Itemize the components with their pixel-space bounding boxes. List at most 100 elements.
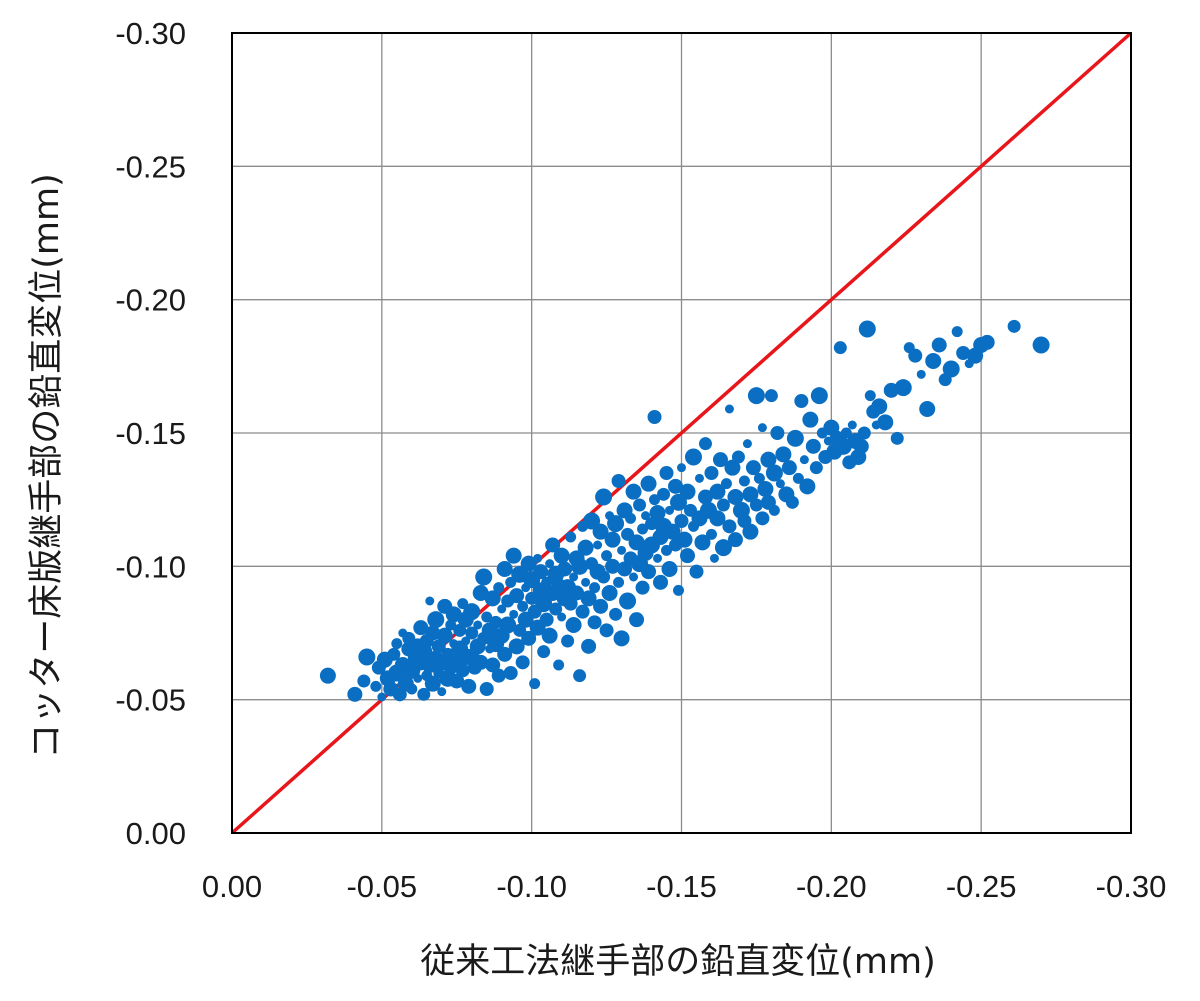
data-point [765,464,783,482]
y-tick-label: -0.30 [115,16,186,51]
data-point [653,553,663,563]
data-point [581,577,591,587]
data-point [742,486,759,503]
data-point [716,498,730,512]
data-point [679,483,696,500]
plot-frame [231,32,1132,834]
data-point [611,474,626,488]
data-point [753,472,765,484]
data-point [764,389,778,403]
data-point [679,548,695,564]
data-point [479,682,494,696]
data-point [853,438,869,454]
data-point [786,429,804,447]
data-point [577,539,594,556]
data-point [509,609,519,619]
data-point [406,683,418,695]
data-point [641,511,651,521]
x-tick-label: -0.25 [946,869,1017,904]
data-point [755,511,770,526]
data-point [665,505,675,515]
data-point [489,615,503,629]
data-point [545,537,561,553]
data-point [473,620,483,630]
data-point [370,680,382,692]
data-point [705,528,717,540]
data-point [619,592,637,610]
data-point [545,559,555,569]
data-point [515,655,530,670]
x-tick-label: -0.30 [1096,869,1167,904]
data-point [674,514,689,528]
data-point [571,557,589,575]
data-point [747,387,765,405]
data-point [593,598,609,614]
data-point [709,510,726,527]
data-point [770,426,785,440]
data-point [599,623,614,638]
data-point [653,574,669,590]
data-point [749,498,763,512]
data-point [553,547,570,564]
data-point [684,448,702,466]
data-point [357,674,371,688]
data-point [925,353,942,369]
data-point [497,646,513,662]
data-point [533,564,549,580]
data-point [757,481,774,497]
data-point [565,531,577,543]
data-point [557,561,573,577]
data-point [573,669,587,683]
data-point [768,504,780,516]
data-point [607,515,625,533]
data-point [425,596,435,606]
data-point [617,561,633,577]
data-point [377,692,387,702]
data-point [319,667,336,684]
data-point [877,414,894,431]
data-point [857,426,871,440]
data-point [633,498,647,512]
data-point [496,561,513,577]
data-point [757,423,767,433]
data-point [712,452,728,468]
data-point [792,472,804,484]
data-point [463,603,481,621]
data-point [581,638,597,654]
data-point [625,512,637,524]
data-point [635,580,650,595]
data-point [871,398,888,415]
data-point [722,519,737,534]
data-point [858,320,876,338]
data-point [427,611,445,629]
data-point [592,523,609,540]
x-axis-title: 従来工法継手部の鉛直変位(mm) [420,942,936,982]
data-point [461,636,471,646]
data-point [417,687,431,701]
data-point [785,495,799,509]
data-point [738,475,750,487]
data-point [659,466,674,480]
data-point [727,489,744,505]
x-tick-label: -0.10 [496,869,567,904]
data-point [731,450,745,464]
data-point [840,427,852,439]
data-point [499,616,517,634]
data-point [810,387,828,405]
data-point [529,678,541,690]
data-point [802,411,819,428]
data-point [521,630,537,646]
data-point [617,545,627,555]
data-point [781,460,797,476]
data-point [916,369,926,379]
x-axis-ticks: 0.00 -0.05 -0.10 -0.15 -0.20 -0.25 -0.30 [202,869,1167,904]
data-point [465,626,479,640]
data-point [676,531,693,548]
data-point [493,582,505,594]
data-point [908,348,923,363]
data-point [520,555,537,572]
data-point [720,478,732,490]
y-tick-label: -0.20 [115,283,186,318]
data-point [613,576,625,588]
